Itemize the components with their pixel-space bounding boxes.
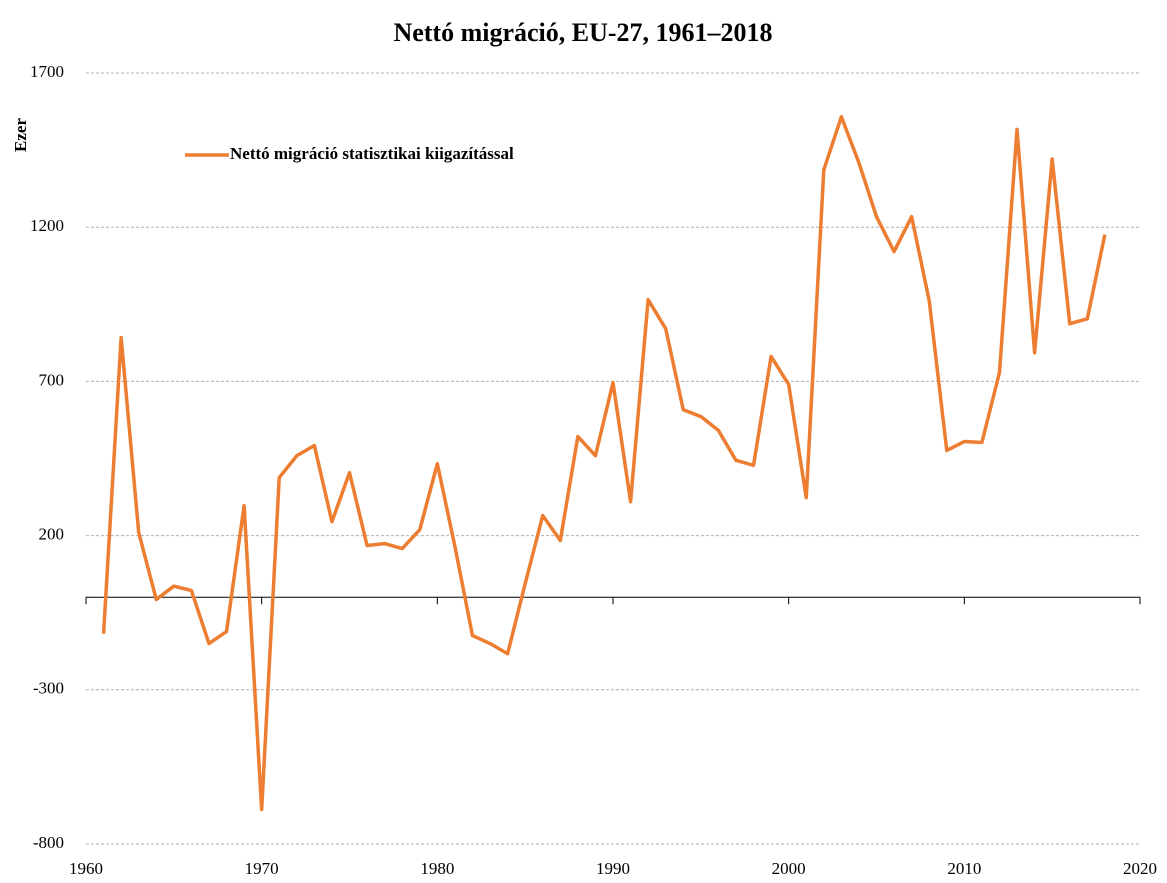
x-tick-label: 2010 [947, 859, 981, 878]
y-tick-label: 1700 [30, 62, 64, 81]
y-tick-label: 200 [39, 525, 65, 544]
x-tick-label: 1960 [69, 859, 103, 878]
chart-title: Nettó migráció, EU-27, 1961–2018 [393, 18, 772, 47]
y-tick-label: -800 [33, 833, 64, 852]
x-tick-label: 1970 [245, 859, 279, 878]
y-tick-label: 700 [39, 370, 65, 389]
x-tick-label: 1980 [420, 859, 454, 878]
series-line [101, 115, 1107, 812]
x-tick-label: 2020 [1123, 859, 1157, 878]
y-tick-label: -300 [33, 679, 64, 698]
x-tick-label: 2000 [772, 859, 806, 878]
y-tick-label: 1200 [30, 216, 64, 235]
y-axis-label: Ezer [11, 118, 30, 152]
legend-label: Nettó migráció statisztikai kiigazítássa… [230, 144, 514, 163]
x-tick-label: 1990 [596, 859, 630, 878]
